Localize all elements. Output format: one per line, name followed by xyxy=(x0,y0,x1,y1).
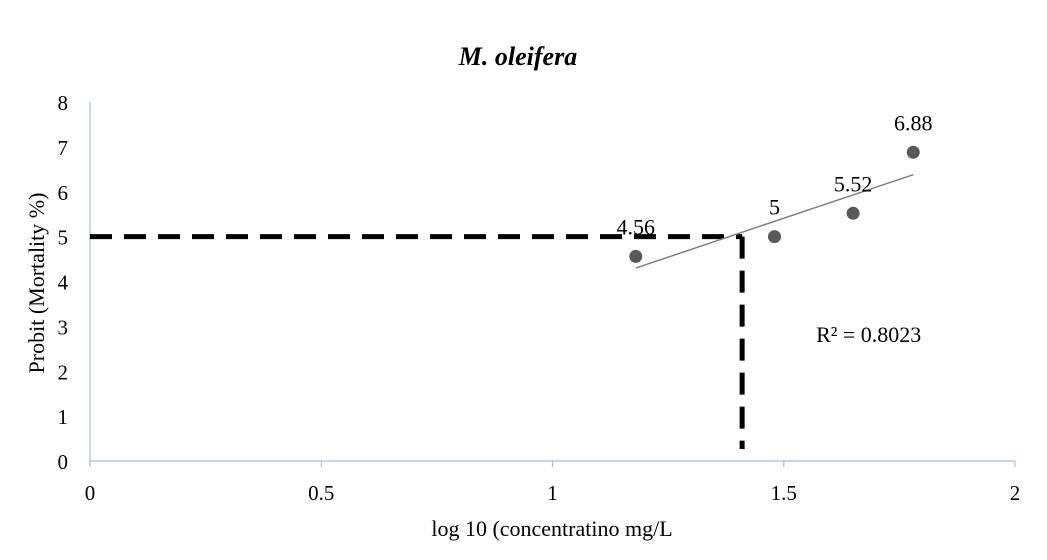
trendline-r2-annotation: R² = 0.8023 xyxy=(816,322,921,347)
trendline xyxy=(635,173,914,269)
data-labels: 4.56 5 5.52 6.88 xyxy=(617,110,933,239)
y-tick-label: 0 xyxy=(58,450,69,474)
data-label: 5.52 xyxy=(834,171,873,196)
y-tick-label: 4 xyxy=(58,271,69,295)
x-axis-ticks: 0 0.5 1 1.5 2 xyxy=(85,461,1021,505)
chart-title: M. oleifera xyxy=(458,42,577,71)
x-tick-label: 0 xyxy=(85,481,96,505)
data-label: 6.88 xyxy=(894,110,933,135)
data-point xyxy=(629,249,643,263)
axes xyxy=(89,102,1015,462)
x-axis-label: log 10 (concentratino mg/L xyxy=(431,516,672,541)
x-tick-label: 2 xyxy=(1010,481,1021,505)
data-label: 4.56 xyxy=(617,214,656,239)
x-tick-label: 1 xyxy=(547,481,558,505)
y-tick-label: 8 xyxy=(58,91,69,115)
data-point xyxy=(906,145,920,159)
y-tick-label: 5 xyxy=(58,226,69,250)
reference-lines xyxy=(90,234,745,449)
data-points xyxy=(629,145,920,263)
y-tick-label: 6 xyxy=(58,181,69,205)
y-tick-label: 2 xyxy=(58,360,69,384)
y-tick-label: 1 xyxy=(58,405,69,429)
trendline-group xyxy=(635,173,914,269)
data-point xyxy=(846,206,860,220)
data-point xyxy=(768,230,781,244)
y-axis-ticks: 0 1 2 3 4 5 6 7 8 xyxy=(58,91,69,474)
y-axis-label: Probit (Mortality %) xyxy=(24,193,49,374)
data-label: 5 xyxy=(769,195,780,220)
y-tick-label: 3 xyxy=(58,315,69,339)
y-tick-label: 7 xyxy=(58,136,69,160)
x-tick-label: 0.5 xyxy=(308,481,334,505)
x-tick-label: 1.5 xyxy=(771,481,797,505)
